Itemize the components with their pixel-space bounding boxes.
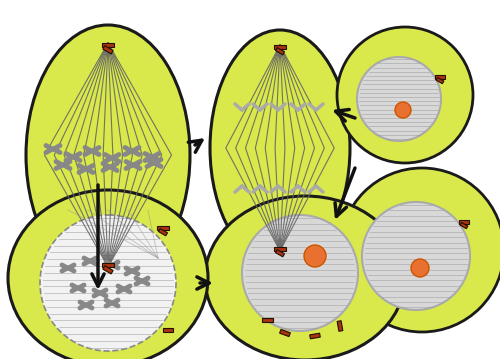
Polygon shape [280, 330, 290, 337]
Circle shape [362, 202, 470, 310]
Polygon shape [262, 318, 272, 322]
Polygon shape [274, 45, 285, 49]
Polygon shape [102, 263, 114, 267]
Circle shape [411, 259, 429, 277]
Circle shape [242, 215, 358, 331]
Polygon shape [103, 46, 113, 54]
Polygon shape [158, 229, 168, 236]
Ellipse shape [8, 190, 208, 359]
Polygon shape [103, 266, 113, 274]
Circle shape [357, 57, 441, 141]
Polygon shape [276, 250, 284, 257]
Polygon shape [158, 226, 168, 230]
Circle shape [337, 27, 473, 163]
Polygon shape [310, 333, 320, 339]
Circle shape [304, 245, 326, 267]
Polygon shape [274, 247, 285, 251]
Circle shape [340, 168, 500, 332]
Ellipse shape [26, 25, 190, 285]
Ellipse shape [210, 30, 350, 266]
Polygon shape [337, 321, 343, 331]
Circle shape [395, 102, 411, 118]
Ellipse shape [205, 196, 405, 359]
Polygon shape [102, 43, 114, 47]
Polygon shape [163, 328, 173, 332]
Polygon shape [459, 220, 469, 224]
Polygon shape [435, 75, 445, 79]
Polygon shape [460, 223, 468, 229]
Polygon shape [436, 78, 444, 84]
Polygon shape [276, 48, 284, 55]
Circle shape [40, 215, 176, 351]
